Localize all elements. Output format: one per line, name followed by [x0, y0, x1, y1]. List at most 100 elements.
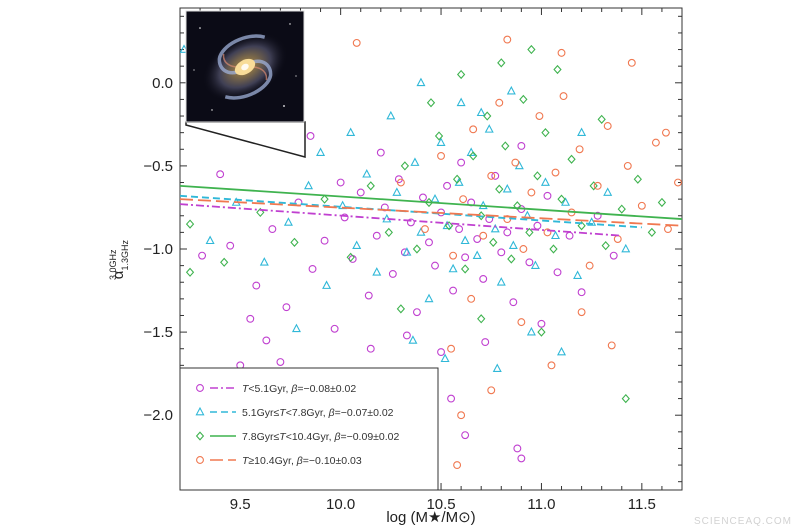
data-point-series-1	[481, 338, 490, 347]
data-point-series-2	[573, 270, 583, 279]
data-point-series-1	[517, 142, 526, 150]
data-point-series-4	[551, 168, 560, 177]
data-point-series-2	[496, 277, 506, 286]
data-point-series-3	[220, 257, 229, 267]
data-point-series-2	[508, 240, 518, 250]
legend-label-2: 5.1Gyr≤T<7.8Gyr, β=−0.07±0.02	[242, 407, 394, 419]
data-point-series-3	[495, 184, 504, 194]
data-point-series-1	[509, 298, 518, 307]
legend-label-part: β	[290, 383, 297, 395]
data-point-series-1	[577, 288, 586, 297]
data-point-series-3	[519, 94, 528, 105]
data-point-series-3	[366, 181, 375, 191]
data-point-series-2	[460, 235, 470, 245]
data-point-series-4	[487, 386, 496, 395]
data-point-series-1	[320, 236, 329, 245]
data-point-series-4	[457, 411, 466, 420]
data-point-series-4	[453, 461, 462, 470]
series-4-points	[352, 35, 682, 470]
legend-label-part: <5.1Gyr,	[248, 383, 291, 395]
data-point-series-1	[402, 331, 411, 340]
data-point-series-1	[376, 148, 385, 157]
data-point-series-4	[503, 35, 512, 44]
data-point-series-1	[336, 178, 345, 187]
data-point-series-1	[216, 170, 225, 179]
data-point-series-1	[497, 248, 506, 257]
series-3-points	[185, 44, 667, 404]
data-point-series-1	[246, 314, 255, 323]
data-point-series-3	[185, 267, 195, 277]
data-point-series-3	[597, 114, 606, 124]
data-point-series-3	[290, 237, 299, 247]
data-point-series-3	[444, 221, 454, 231]
data-point-series-1	[455, 225, 464, 234]
data-point-series-3	[633, 174, 642, 184]
data-point-series-3	[513, 201, 522, 211]
legend-label-part: T	[242, 455, 250, 467]
data-point-series-2	[303, 180, 314, 190]
data-point-series-2	[408, 335, 418, 344]
data-point-series-4	[613, 235, 622, 243]
legend-label-part: T	[279, 407, 287, 419]
data-point-series-3	[320, 194, 329, 204]
data-point-series-4	[593, 181, 602, 190]
data-point-series-1	[503, 228, 512, 237]
data-point-series-4	[437, 151, 445, 160]
legend-label-part: 5.1Gyr≤	[242, 407, 280, 419]
data-point-series-2	[621, 243, 631, 253]
data-point-series-3	[497, 58, 506, 68]
legend-label-4: T≥10.4Gyr, β=−0.10±0.03	[242, 455, 362, 467]
legend-item-4: T≥10.4Gyr, β=−0.10±0.03	[196, 455, 362, 467]
data-point-series-3	[557, 194, 566, 204]
data-point-series-4	[447, 344, 456, 353]
y-axis-symbol: α	[110, 270, 127, 279]
y-axis-title: α1.3GHz3.0GHz	[108, 240, 130, 280]
data-point-series-2	[283, 217, 293, 226]
data-point-series-3	[489, 237, 498, 247]
data-point-series-2	[259, 257, 269, 266]
x-tick-label: 11.0	[527, 496, 555, 513]
data-point-series-4	[543, 228, 552, 237]
data-point-series-3	[533, 171, 542, 181]
data-point-series-3	[477, 314, 486, 324]
data-point-series-4	[421, 225, 429, 234]
data-point-series-1	[330, 324, 339, 333]
x-tick-label: 10.5	[426, 496, 455, 513]
data-point-series-3	[452, 174, 462, 184]
data-point-series-2	[454, 177, 464, 186]
data-point-series-4	[479, 231, 488, 240]
data-point-series-2	[352, 240, 362, 250]
data-point-series-2	[456, 97, 466, 107]
y-tick-label: −2.0	[143, 407, 173, 424]
data-point-series-1	[491, 171, 500, 180]
data-point-series-1	[533, 221, 542, 230]
y-tick-label: −0.5	[143, 158, 173, 175]
data-point-series-4	[519, 245, 528, 253]
data-point-series-3	[537, 327, 546, 337]
fit-line-series-4	[180, 198, 682, 227]
data-point-series-3	[412, 244, 422, 254]
galaxy-inset	[185, 10, 306, 158]
legend-label-part: =−0.10±0.03	[303, 455, 362, 467]
data-point-series-4	[469, 125, 478, 134]
data-point-series-1	[457, 158, 466, 167]
data-point-series-1	[461, 253, 470, 262]
legend-item-1: T<5.1Gyr, β=−0.08±0.02	[196, 383, 356, 395]
y-axis-subscript: 1.3GHz	[120, 240, 130, 271]
data-point-series-3	[434, 131, 444, 141]
legend-label-part: β	[328, 407, 335, 419]
data-point-series-1	[388, 269, 397, 278]
data-point-series-2	[372, 267, 382, 276]
legend-item-3: 7.8Gyr≤T<10.4Gyr, β=−0.09±0.02	[195, 431, 400, 443]
data-point-series-3	[185, 219, 195, 229]
data-point-series-4	[396, 178, 405, 187]
data-point-series-2	[506, 85, 516, 95]
watermark: SCIENCEAQ.COM	[694, 516, 792, 527]
data-point-series-1	[461, 431, 470, 440]
data-point-series-1	[308, 264, 317, 273]
data-point-series-1	[449, 286, 458, 295]
data-point-series-1	[262, 336, 271, 345]
data-point-series-1	[252, 281, 261, 290]
legend: T<5.1Gyr, β=−0.08±0.02 5.1Gyr≤T<7.8Gyr, β…	[179, 367, 439, 491]
data-point-series-2	[416, 77, 426, 87]
